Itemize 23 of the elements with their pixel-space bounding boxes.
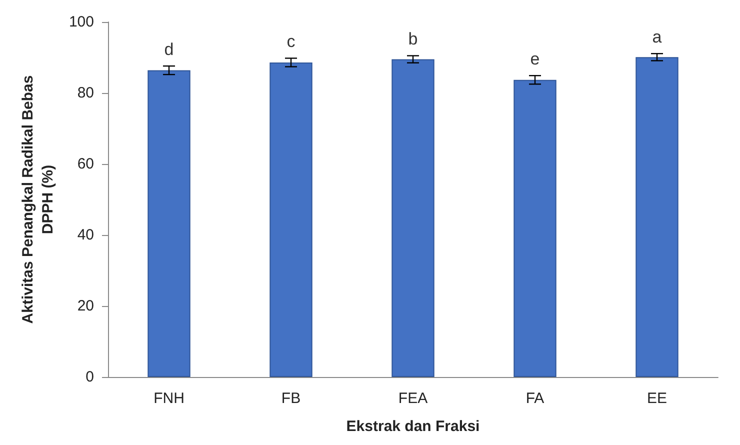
- annotation: a: [652, 28, 662, 47]
- bar: [270, 62, 312, 377]
- bar: [636, 57, 678, 377]
- annotation: d: [164, 40, 174, 60]
- annotation: b: [408, 30, 418, 49]
- x-axis-title: Ekstrak dan Fraksi: [346, 418, 480, 435]
- y-tick-label: 40: [77, 226, 94, 244]
- y-tick-label: 0: [86, 368, 94, 386]
- y-tick-label: 80: [77, 84, 94, 102]
- y-axis-title: Aktivitas Penangkal Radikal Bebas DPPH (%): [20, 75, 56, 324]
- annotation: e: [530, 50, 540, 69]
- bar: [148, 70, 190, 377]
- annotation: c: [286, 32, 296, 52]
- x-tick-label: FNH: [154, 390, 184, 407]
- y-tick-label: 100: [68, 14, 94, 30]
- x-tick-label: EE: [646, 390, 668, 407]
- x-tick-label: FA: [526, 390, 544, 407]
- x-tick-label: FEA: [398, 390, 428, 407]
- x-tick-label: FB: [281, 390, 301, 407]
- bar: [514, 80, 556, 377]
- bar: [392, 59, 434, 377]
- y-tick-label: 60: [77, 156, 94, 172]
- y-tick-label: 20: [77, 298, 94, 314]
